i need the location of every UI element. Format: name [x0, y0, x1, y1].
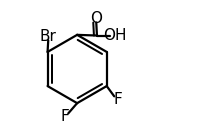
Text: Br: Br	[40, 29, 57, 44]
Text: F: F	[60, 109, 69, 124]
Text: O: O	[90, 11, 102, 26]
Text: OH: OH	[104, 28, 127, 43]
Text: F: F	[113, 91, 122, 107]
